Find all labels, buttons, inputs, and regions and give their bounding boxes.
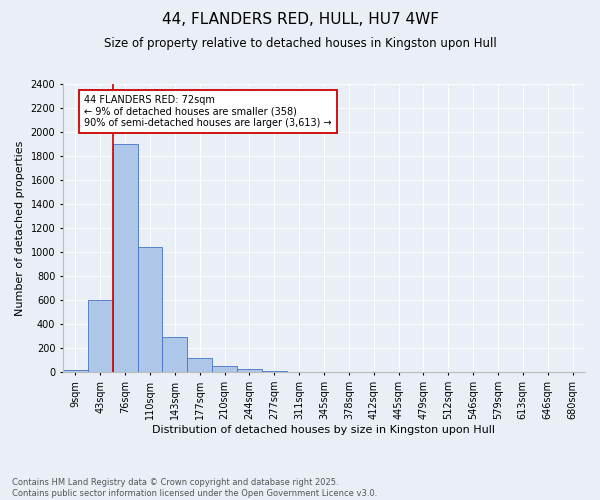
Bar bbox=[237, 368, 262, 372]
Text: Size of property relative to detached houses in Kingston upon Hull: Size of property relative to detached ho… bbox=[104, 38, 496, 51]
Bar bbox=[137, 248, 163, 372]
Bar bbox=[88, 300, 113, 372]
Bar bbox=[113, 144, 137, 372]
Y-axis label: Number of detached properties: Number of detached properties bbox=[15, 140, 25, 316]
Text: 44, FLANDERS RED, HULL, HU7 4WF: 44, FLANDERS RED, HULL, HU7 4WF bbox=[161, 12, 439, 28]
Text: Contains HM Land Registry data © Crown copyright and database right 2025.
Contai: Contains HM Land Registry data © Crown c… bbox=[12, 478, 377, 498]
Bar bbox=[63, 370, 88, 372]
Text: 44 FLANDERS RED: 72sqm
← 9% of detached houses are smaller (358)
90% of semi-det: 44 FLANDERS RED: 72sqm ← 9% of detached … bbox=[84, 95, 332, 128]
Bar bbox=[163, 337, 187, 372]
X-axis label: Distribution of detached houses by size in Kingston upon Hull: Distribution of detached houses by size … bbox=[152, 425, 496, 435]
Bar bbox=[212, 366, 237, 372]
Bar bbox=[187, 358, 212, 372]
